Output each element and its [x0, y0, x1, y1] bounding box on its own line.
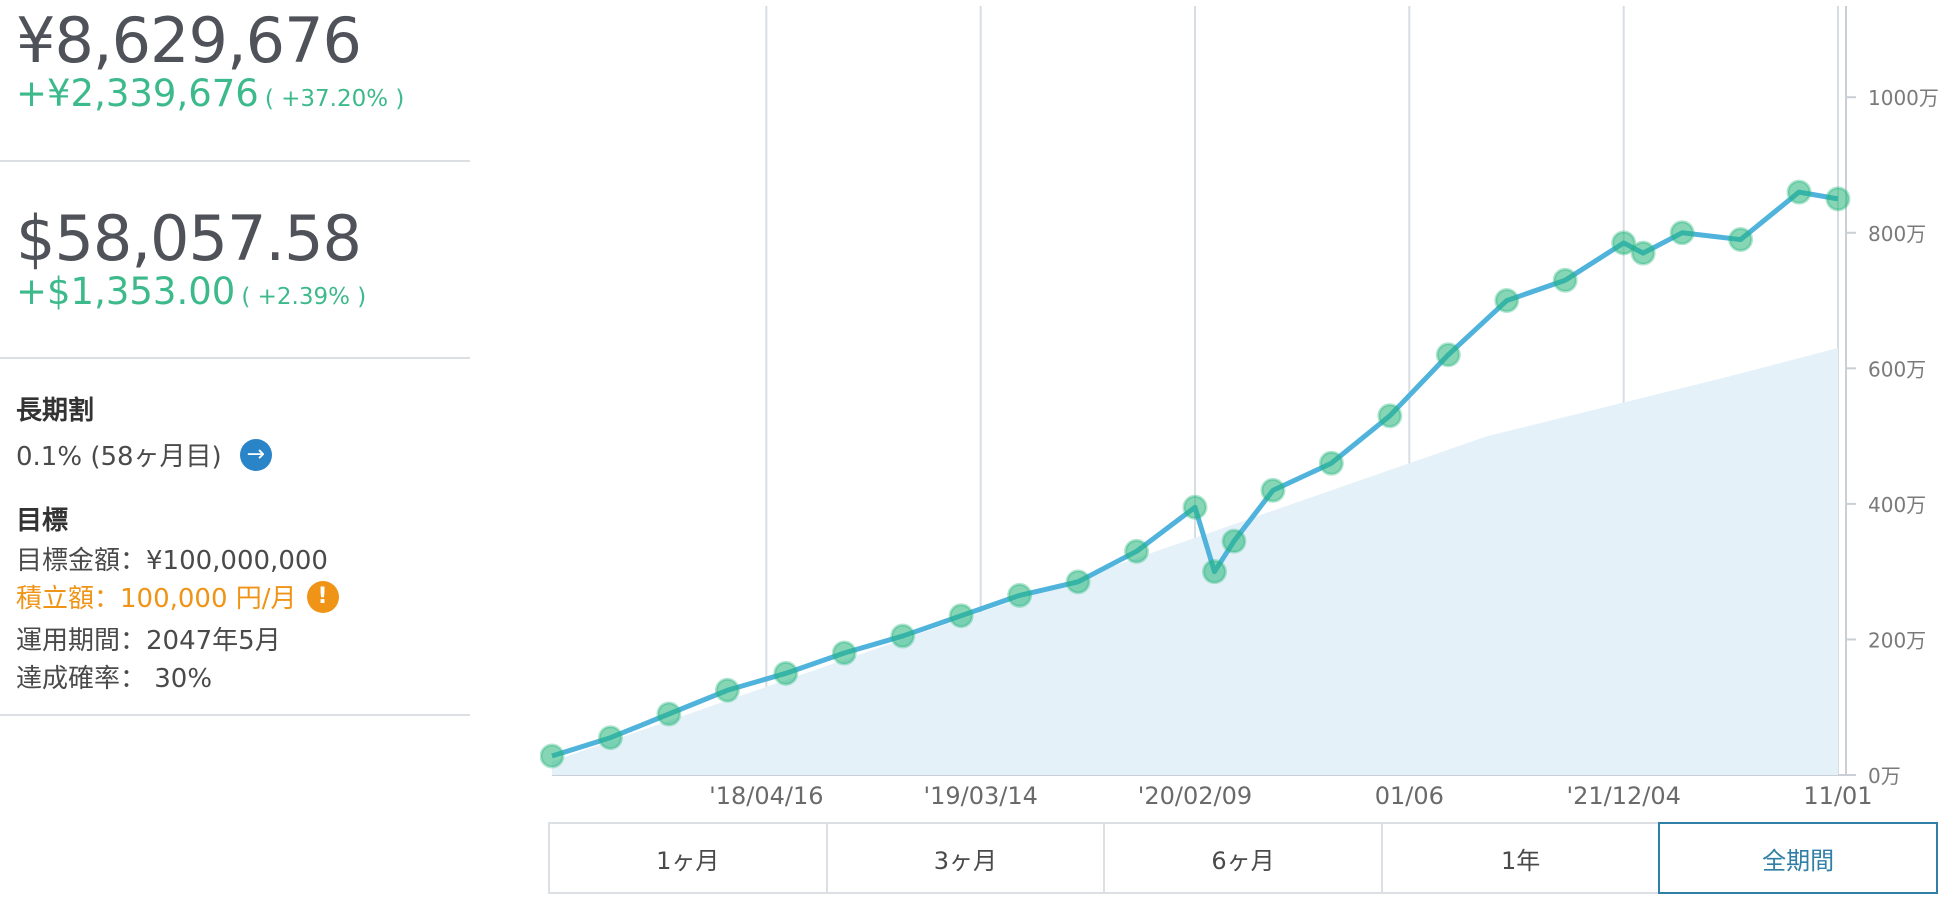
- x-tick-label: '21/12/04: [1566, 782, 1680, 810]
- data-point: [1435, 342, 1461, 368]
- x-tick-label: '20/02/09: [1138, 782, 1252, 810]
- data-point: [656, 701, 682, 727]
- range-selector: 1ヶ月 3ヶ月 6ヶ月 1年 全期間: [548, 822, 1938, 894]
- x-tick-label: '18/04/16: [709, 782, 823, 810]
- data-point: [1630, 240, 1656, 266]
- jpy-total-value: ¥8,629,676: [16, 4, 362, 77]
- data-point: [1494, 288, 1520, 314]
- goal-probability: 達成確率： 30%: [16, 664, 213, 694]
- data-point: [1260, 477, 1286, 503]
- y-tick-label: 400万: [1868, 493, 1926, 517]
- asset-chart: '18/04/16 '19/03/14 '20/02/09 01/06 '21/12/0…: [540, 6, 1939, 810]
- usd-change-amount: +$1,353.00: [16, 270, 236, 313]
- range-button-1-year[interactable]: 1年: [1380, 822, 1659, 894]
- asset-value-markers: [540, 179, 1851, 769]
- goal-contribution: 積立額：100,000 円/月: [16, 584, 297, 614]
- x-tick-label: '19/03/14: [923, 782, 1037, 810]
- data-point: [1318, 450, 1344, 476]
- data-point: [1221, 528, 1247, 554]
- data-point: [1065, 569, 1091, 595]
- jpy-change: +¥2,339,676( +37.20% ): [16, 72, 404, 115]
- long-term-discount-heading: 長期割: [16, 396, 95, 426]
- summary-panel: ¥8,629,676 +¥2,339,676( +37.20% ) $58,05…: [0, 0, 470, 902]
- data-point: [1728, 227, 1754, 253]
- goal-heading: 目標: [16, 506, 69, 536]
- data-point: [890, 623, 916, 649]
- y-tick-label: 600万: [1868, 357, 1926, 381]
- jpy-change-percent: ( +37.20% ): [264, 86, 405, 112]
- usd-change-percent: ( +2.39% ): [241, 284, 367, 310]
- long-term-discount-row: 0.1% (58ヶ月目) →: [16, 436, 272, 474]
- x-tick-label: 11/01: [1803, 782, 1872, 810]
- exclamation-icon[interactable]: !: [306, 580, 339, 613]
- goal-period: 運用期間：2047年5月: [16, 626, 281, 656]
- divider: [0, 714, 470, 716]
- data-point: [1201, 559, 1227, 585]
- data-point: [1124, 538, 1150, 564]
- divider: [0, 357, 470, 359]
- data-point: [714, 677, 740, 703]
- x-axis-ticks: '18/04/16 '19/03/14 '20/02/09 01/06 '21/12/0…: [709, 782, 1872, 810]
- y-tick-label: 200万: [1868, 628, 1926, 652]
- range-button-all-period[interactable]: 全期間: [1658, 822, 1938, 894]
- arrow-right-icon[interactable]: →: [239, 438, 272, 471]
- y-tick-label: 0万: [1868, 764, 1901, 788]
- data-point: [773, 660, 799, 686]
- data-point: [948, 603, 974, 629]
- principal-area-series: [552, 348, 1838, 775]
- data-point: [1786, 179, 1812, 205]
- y-axis-ticks: 0万 200万 400万 600万 800万 1000万: [1868, 86, 1939, 788]
- data-point: [831, 640, 857, 666]
- long-term-discount-value: 0.1% (58ヶ月目): [16, 442, 222, 472]
- usd-change: +$1,353.00( +2.39% ): [16, 270, 366, 313]
- data-point: [1377, 403, 1403, 429]
- data-point: [1182, 494, 1208, 520]
- y-tick-label: 1000万: [1868, 86, 1939, 110]
- jpy-change-amount: +¥2,339,676: [16, 72, 259, 115]
- data-point: [1669, 220, 1695, 246]
- data-point: [1007, 582, 1033, 608]
- data-point: [597, 725, 623, 751]
- goal-target-amount: 目標金額：¥100,000,000: [16, 546, 328, 576]
- range-button-1-month[interactable]: 1ヶ月: [548, 822, 826, 894]
- data-point: [540, 743, 565, 769]
- principal-area: [552, 348, 1838, 775]
- goal-contribution-row: 積立額：100,000 円/月!: [16, 578, 339, 616]
- y-tick-label: 800万: [1868, 222, 1926, 246]
- data-point: [1611, 230, 1637, 256]
- data-point: [1825, 186, 1851, 212]
- data-point: [1552, 267, 1578, 293]
- divider: [0, 160, 470, 162]
- range-button-6-months[interactable]: 6ヶ月: [1103, 822, 1381, 894]
- usd-total-value: $58,057.58: [16, 202, 362, 275]
- x-tick-label: 01/06: [1375, 782, 1444, 810]
- range-button-3-months[interactable]: 3ヶ月: [825, 822, 1104, 894]
